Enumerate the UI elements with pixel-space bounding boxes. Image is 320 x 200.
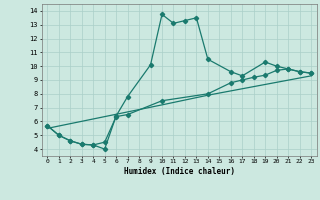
X-axis label: Humidex (Indice chaleur): Humidex (Indice chaleur) [124, 167, 235, 176]
